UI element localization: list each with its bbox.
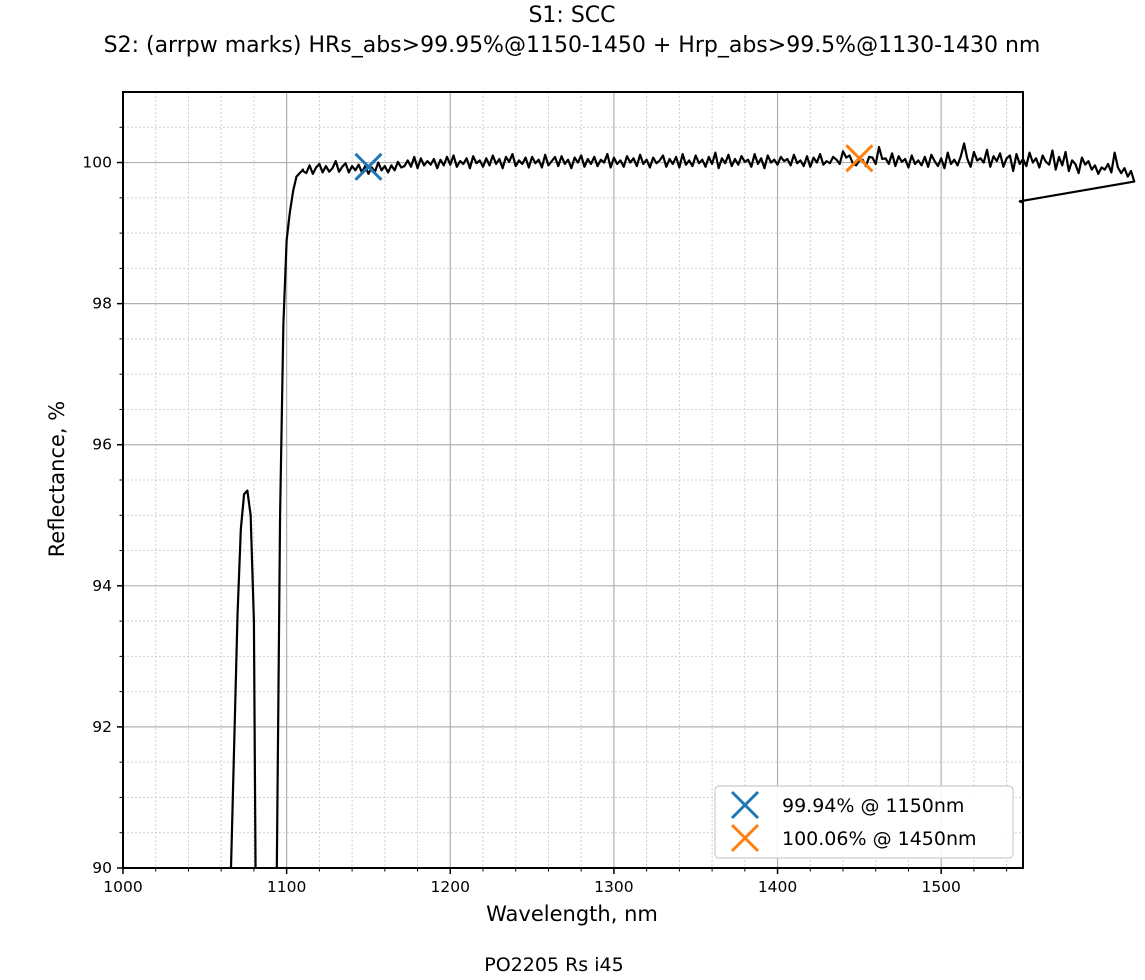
x-tick-label: 1200	[431, 878, 470, 896]
figure-caption: PO2205 Rs i45	[484, 954, 623, 976]
reflectance-series-line	[229, 142, 1136, 869]
legend-marker-2	[730, 823, 760, 853]
legend: 99.94% @ 1150nm 100.06% @ 1450nm	[714, 785, 1014, 859]
x-tick-label: 1000	[103, 878, 142, 896]
data-markers	[354, 144, 874, 181]
legend-label-1: 99.94% @ 1150nm	[782, 795, 964, 817]
x-tick-label: 1500	[921, 878, 960, 896]
marker-stroke	[730, 790, 760, 820]
marker-1	[354, 152, 383, 181]
chart-title-line1: S1: SCC	[528, 3, 615, 28]
chart-title-line2: S2: (arrpw marks) HRs_abs>99.95%@1150-14…	[104, 33, 1041, 58]
y-tick-label: 90	[92, 859, 112, 877]
y-tick-label: 98	[92, 295, 112, 313]
marker-stroke	[730, 823, 760, 853]
y-tick-label: 92	[92, 718, 112, 736]
marker-2	[845, 144, 874, 173]
y-tick-label: 100	[82, 154, 112, 172]
axis-ticks: 1000 1100 1200 1300 1400 1500 90 92 94 96 98 100	[82, 126, 1008, 896]
x-axis-label: Wavelength, nm	[486, 902, 658, 926]
marker-stroke	[354, 152, 383, 181]
x-tick-label: 1300	[594, 878, 633, 896]
minor-grid	[123, 92, 1023, 868]
legend-box	[714, 785, 1014, 859]
x-tick-label: 1400	[758, 878, 797, 896]
y-tick-label: 94	[92, 577, 112, 595]
marker-stroke	[845, 144, 874, 173]
x-tick-label: 1100	[267, 878, 306, 896]
y-axis-label: Reflectance, %	[45, 401, 69, 557]
legend-label-2: 100.06% @ 1450nm	[782, 828, 977, 850]
legend-marker-1	[730, 790, 760, 820]
y-tick-label: 96	[92, 436, 112, 454]
plot-area: 1000 1100 1200 1300 1400 1500 90 92 94 96 98 100	[82, 91, 1136, 896]
